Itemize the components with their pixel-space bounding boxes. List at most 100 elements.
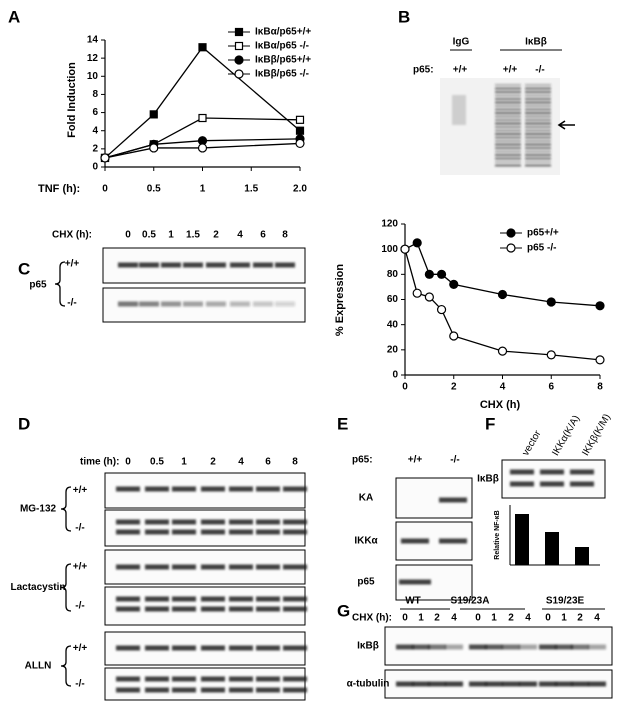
band xyxy=(495,143,521,146)
y-tick-label: 14 xyxy=(87,35,99,46)
band xyxy=(469,681,487,687)
band xyxy=(201,519,225,525)
legend-marker xyxy=(506,228,516,238)
band xyxy=(502,644,520,650)
band xyxy=(256,645,280,651)
legend-label: p65 -/- xyxy=(527,243,556,254)
band xyxy=(145,645,169,651)
band xyxy=(201,606,225,612)
band xyxy=(283,519,307,525)
band xyxy=(525,164,551,167)
band xyxy=(571,681,589,687)
band xyxy=(495,133,521,135)
lane-label: 2 xyxy=(577,613,583,624)
y-tick-label: 120 xyxy=(381,219,398,230)
band xyxy=(510,481,534,487)
panel-label: C xyxy=(18,259,30,278)
x-tick-label: 0.5 xyxy=(147,184,161,195)
lane-label: 6 xyxy=(260,230,266,241)
band xyxy=(283,596,307,602)
band xyxy=(412,644,430,650)
lane-label: 4 xyxy=(237,230,243,241)
marker xyxy=(546,350,556,360)
band xyxy=(495,98,521,100)
band xyxy=(525,154,551,156)
bar xyxy=(515,514,529,565)
series-line xyxy=(404,241,601,307)
band xyxy=(201,564,225,570)
series-line xyxy=(104,142,301,159)
band xyxy=(256,687,280,693)
band xyxy=(495,94,521,97)
bands xyxy=(118,262,295,268)
band xyxy=(495,91,521,93)
band xyxy=(495,136,521,139)
row-label: +/+ xyxy=(73,643,88,654)
band xyxy=(118,301,138,307)
band xyxy=(588,681,606,687)
row-label: +/+ xyxy=(73,562,88,573)
lane-label: 4 xyxy=(238,457,244,468)
lane-label: 2 xyxy=(213,230,219,241)
band xyxy=(495,101,521,104)
band xyxy=(145,596,169,602)
row-label: -/- xyxy=(67,298,76,309)
band xyxy=(229,645,253,651)
band xyxy=(283,687,307,693)
y-tick-label: 40 xyxy=(387,319,399,330)
legend-marker xyxy=(234,55,244,65)
band xyxy=(495,164,521,167)
genotype-label: +/+ xyxy=(503,65,518,76)
lane-label: IKKβ(K/M) xyxy=(580,412,613,458)
band xyxy=(256,676,280,682)
band xyxy=(439,497,467,503)
y-tick-label: 100 xyxy=(381,244,398,255)
bands xyxy=(396,644,606,650)
band xyxy=(510,469,534,475)
band xyxy=(229,606,253,612)
band xyxy=(230,301,250,307)
lane-label: 8 xyxy=(292,457,298,468)
bands xyxy=(116,564,307,570)
band xyxy=(445,681,463,687)
legend-label: IκBα/p65 -/- xyxy=(255,41,309,52)
band xyxy=(525,143,551,146)
marker xyxy=(412,288,422,298)
band xyxy=(525,136,551,139)
band xyxy=(495,140,521,142)
band xyxy=(256,486,280,492)
band xyxy=(588,644,606,650)
band xyxy=(495,129,521,132)
marker xyxy=(149,143,159,153)
lane-label: 1 xyxy=(418,613,424,624)
x-tick-label: 1 xyxy=(200,184,206,195)
series-line xyxy=(104,138,301,159)
band xyxy=(229,529,253,535)
legend-label: IκBα/p65+/+ xyxy=(255,27,311,38)
band xyxy=(495,122,521,125)
band xyxy=(539,644,557,650)
protein-label: p65 xyxy=(29,280,47,291)
band xyxy=(495,119,521,121)
panel-label: A xyxy=(8,7,20,26)
lane-label: 0 xyxy=(125,230,131,241)
x-tick-label: 4 xyxy=(500,382,506,393)
band xyxy=(201,687,225,693)
panel-label: E xyxy=(337,414,348,433)
band xyxy=(116,645,140,651)
brace xyxy=(60,486,72,532)
band xyxy=(525,94,551,97)
lane-label: 2 xyxy=(508,613,514,624)
band xyxy=(172,645,196,651)
band xyxy=(256,596,280,602)
band xyxy=(525,115,551,118)
band xyxy=(116,564,140,570)
panel-label: D xyxy=(18,414,30,433)
legend-marker xyxy=(234,27,244,37)
row-label: IκBβ xyxy=(477,474,499,485)
arrow xyxy=(557,120,575,130)
band xyxy=(283,676,307,682)
lane-label: 6 xyxy=(265,457,271,468)
marker xyxy=(198,113,207,123)
band xyxy=(201,645,225,651)
